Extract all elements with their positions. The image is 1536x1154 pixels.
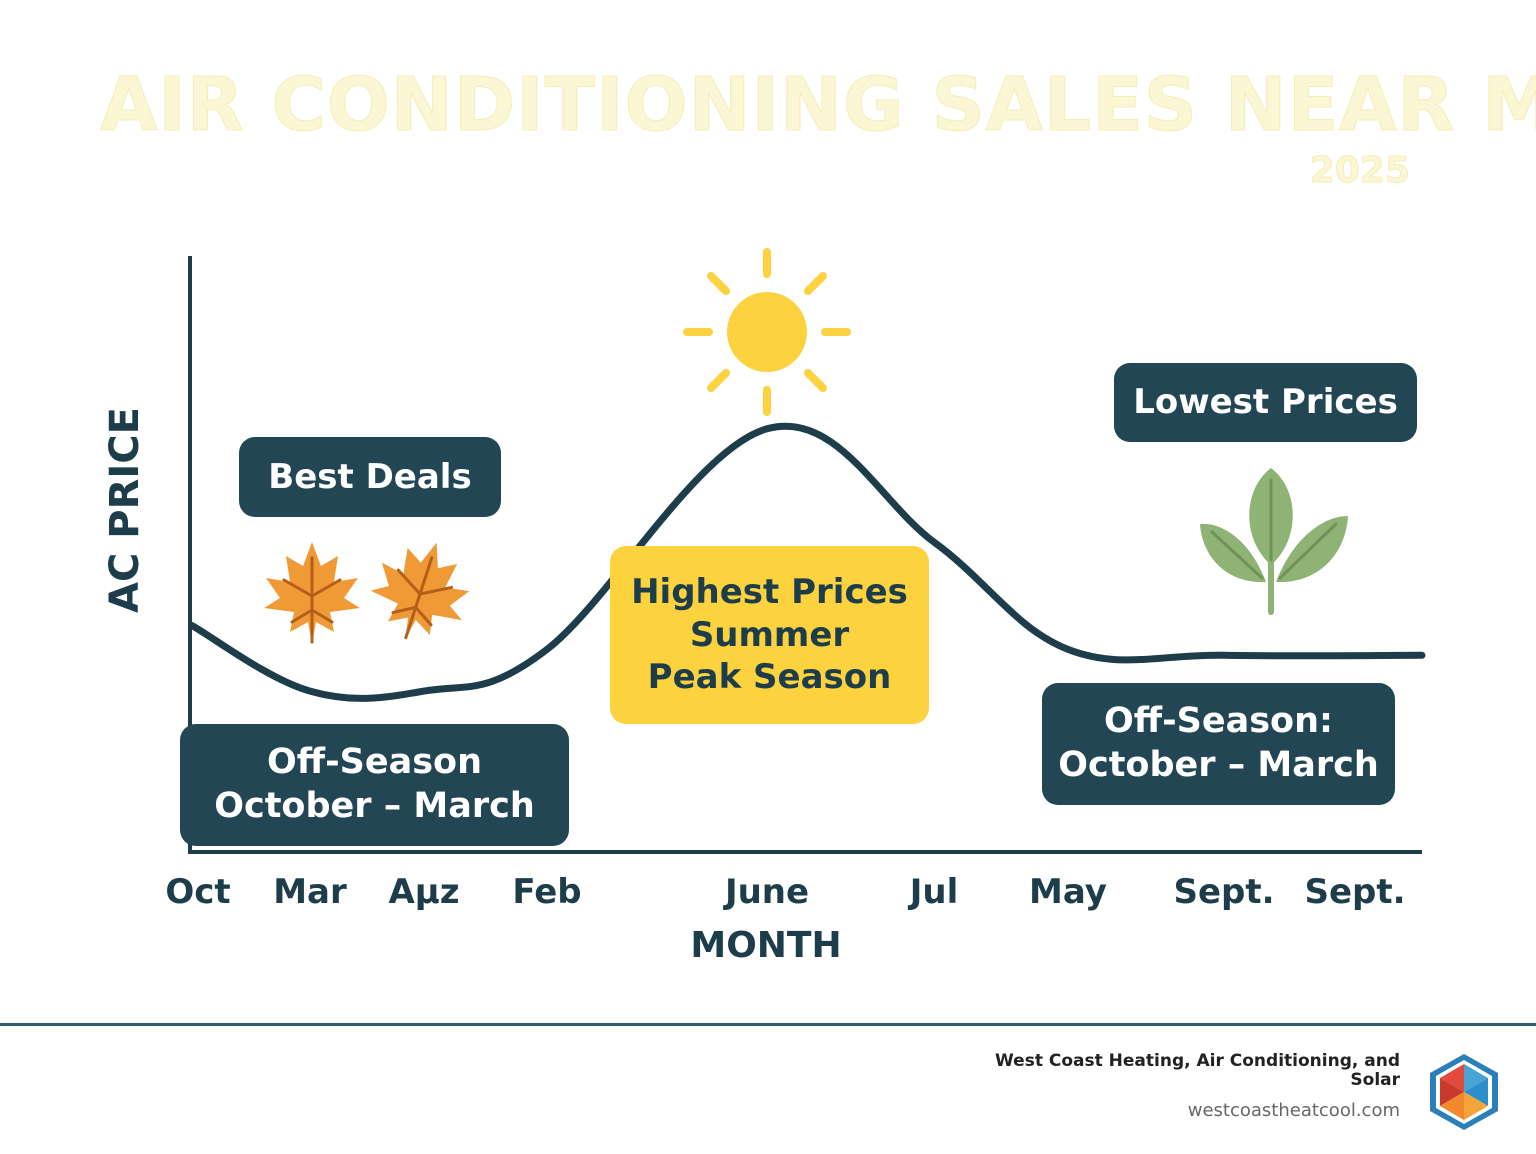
best-deals-label: Best Deals (239, 437, 501, 517)
highest-prices-label: Highest Prices Summer Peak Season (610, 546, 929, 724)
price-chart (188, 248, 1426, 854)
lowest-prices-label: Lowest Prices (1114, 363, 1417, 442)
x-tick-label: May (1029, 872, 1107, 912)
chart-subtitle: 2025 (1309, 150, 1410, 192)
off-season-label-left: Off-Season October – March (180, 724, 569, 846)
series-line (188, 422, 1426, 702)
sprout-icon (1200, 468, 1348, 615)
x-tick-label: Oct (165, 872, 231, 912)
maple-leaf-icon (264, 542, 360, 644)
x-tick-label: Feb (512, 872, 582, 912)
company-logo-icon (1430, 1054, 1498, 1130)
x-tick-label: June (724, 872, 810, 912)
x-tick-label: Mar (273, 872, 347, 912)
x-axis-label: MONTH (690, 925, 842, 966)
x-tick-label: Sept. (1304, 872, 1406, 912)
off-season-label-right: Off-Season: October – March (1042, 683, 1395, 805)
x-tick-label: Jul (909, 872, 959, 912)
footer-divider (0, 1023, 1536, 1026)
x-tick-label: Sept. (1173, 872, 1275, 912)
sun-icon (683, 248, 851, 416)
x-tick-label: Aμz (388, 872, 460, 912)
company-name: West Coast Heating, Air Conditioning, an… (995, 1051, 1400, 1090)
y-axis-label: AC PRICE (102, 407, 148, 613)
company-url[interactable]: westcoastheatcool.com (1187, 1100, 1400, 1121)
maple-leaf-icon (370, 542, 470, 640)
chart-title: AIR CONDITIONING SALES NEAR ME (100, 62, 1536, 149)
